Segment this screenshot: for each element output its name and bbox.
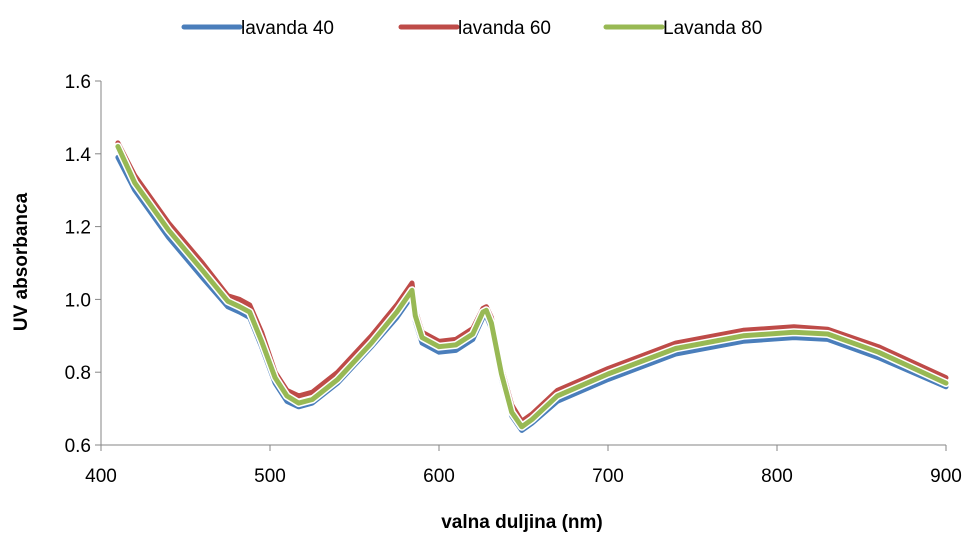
y-tick-label: 1.6 (65, 72, 91, 93)
x-tick-label: 900 (930, 466, 962, 487)
legend-label-lavanda-40: lavanda 40 (241, 18, 334, 39)
legend-label-lavanda-80: Lavanda 80 (663, 18, 762, 39)
y-tick-label: 1.0 (65, 290, 91, 311)
y-tick-label: 0.6 (65, 436, 91, 457)
series-line-lavanda-80 (115, 144, 949, 430)
y-tick-label: 1.2 (65, 218, 91, 239)
series-line-lavanda-60 (115, 140, 949, 424)
series-halo-lavanda-40 (113, 153, 950, 435)
x-tick-label: 800 (761, 466, 793, 487)
x-tick-label: 700 (592, 466, 624, 487)
y-tick-label: 1.4 (65, 145, 92, 166)
series-halo-lavanda-80 (113, 142, 950, 431)
series-line-lavanda-40 (115, 154, 949, 433)
legend-label-lavanda-60: lavanda 60 (458, 18, 551, 39)
x-tick-label: 400 (85, 466, 117, 487)
x-tick-label: 600 (423, 466, 455, 487)
y-axis: 0.6 0.8 1.0 1.2 1.4 1.6 (65, 72, 102, 457)
plot-area (113, 138, 950, 435)
legend: lavanda 40 lavanda 60 Lavanda 80 (181, 18, 762, 39)
x-axis-title: valna duljina (nm) (441, 512, 603, 533)
y-axis-title: UV absorbanca (11, 192, 32, 331)
series-halo-lavanda-60 (113, 138, 950, 426)
x-axis: 400 500 600 700 800 900 (85, 444, 962, 487)
x-tick-label: 500 (254, 466, 286, 487)
y-tick-label: 0.8 (65, 363, 91, 384)
